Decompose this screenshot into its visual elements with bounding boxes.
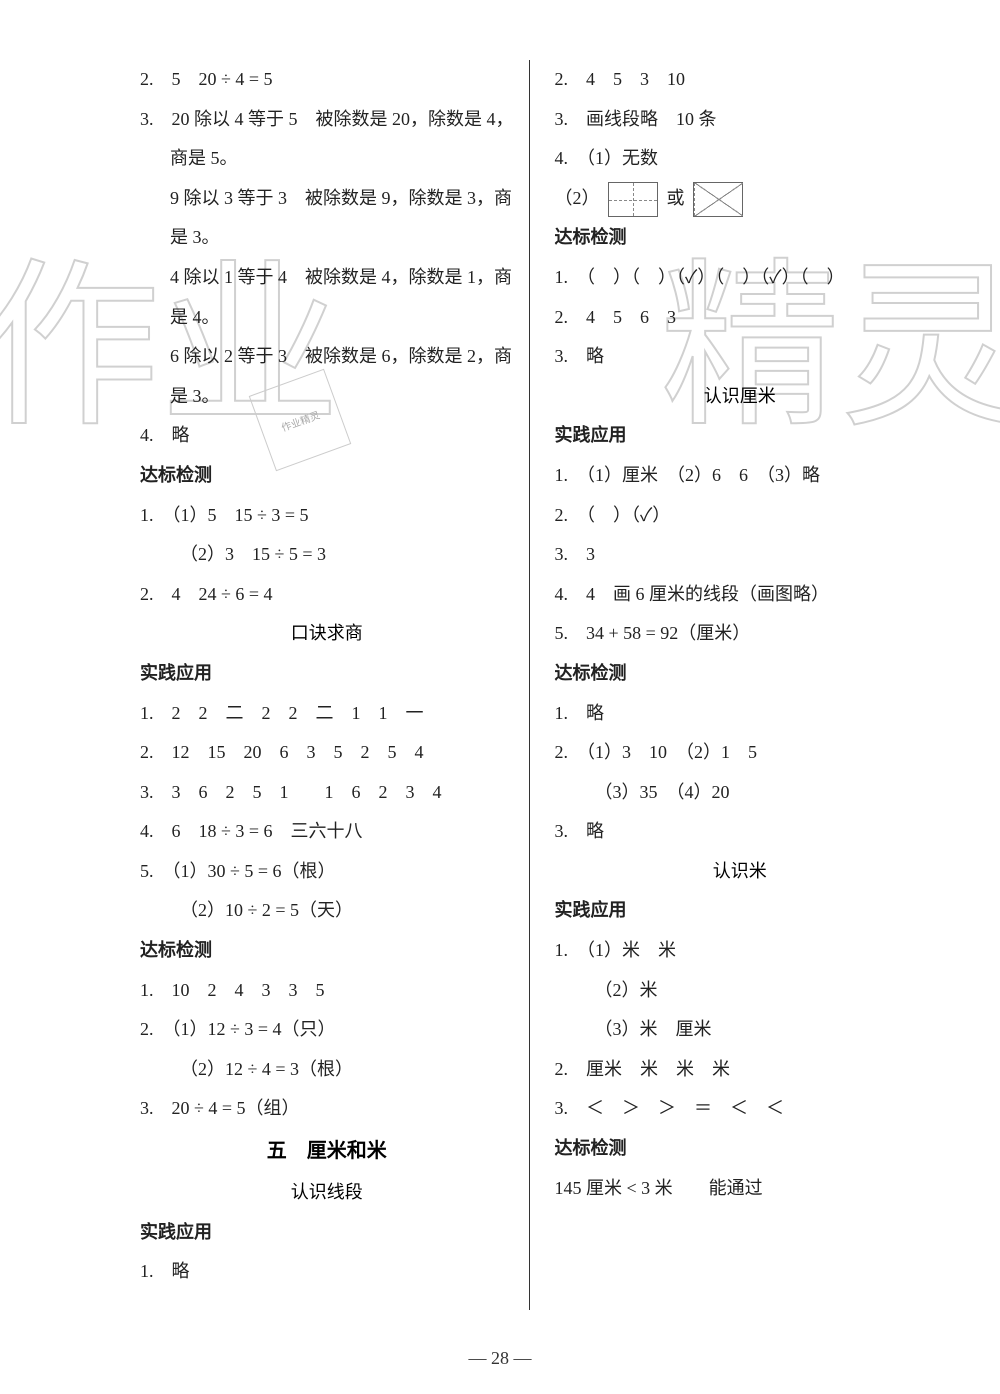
section-header: 实践应用 — [140, 654, 514, 694]
text-line: 2. 4 5 6 3 — [555, 298, 926, 338]
text-line: 4 除以 1 等于 4 被除数是 4，除数是 1，商 — [140, 258, 514, 298]
text-line: （3）米 厘米 — [555, 1010, 926, 1050]
text-line: 2. （ ）（✓） — [555, 496, 926, 536]
text-line: 3. 略 — [555, 337, 926, 377]
text-line: （2）10 ÷ 2 = 5（天） — [140, 891, 514, 931]
diagram-box-icon — [693, 182, 743, 217]
text-line: 3. 略 — [555, 812, 926, 852]
text-line: 4. 4 画 6 厘米的线段（画图略） — [555, 575, 926, 615]
text-line: 1. （1）厘米 （2）6 6 （3）略 — [555, 456, 926, 496]
section-header: 实践应用 — [140, 1213, 514, 1253]
section-header: 达标检测 — [140, 456, 514, 496]
text-line: 2. （1）12 ÷ 3 = 4（只） — [140, 1010, 514, 1050]
diagram-box-icon — [608, 182, 658, 217]
text-line: 2. （1）3 10 （2）1 5 — [555, 733, 926, 773]
section-header: 达标检测 — [555, 654, 926, 694]
text-line: 2. 厘米 米 米 米 — [555, 1050, 926, 1090]
text-line: （2）米 — [555, 971, 926, 1011]
text-line: 是 4。 — [140, 298, 514, 338]
left-column: 2. 5 20 ÷ 4 = 5 3. 20 除以 4 等于 5 被除数是 20，… — [60, 60, 530, 1310]
text-line: 4. 略 — [140, 416, 514, 456]
text-line: 3. 3 — [555, 535, 926, 575]
unit-title: 五 厘米和米 — [140, 1129, 514, 1173]
subsection-title: 口诀求商 — [140, 614, 514, 654]
text-line: 1. 略 — [140, 1252, 514, 1292]
text-line: 1. （1）米 米 — [555, 931, 926, 971]
subsection-title: 认识线段 — [140, 1173, 514, 1213]
text-line: 1. 2 2 二 2 2 二 1 1 一 — [140, 694, 514, 734]
section-header: 达标检测 — [555, 218, 926, 258]
page-number: — 28 — — [0, 1348, 1000, 1369]
text-line: 是 3。 — [140, 377, 514, 417]
text-span: 或 — [667, 188, 685, 208]
text-line: 1. （1）5 15 ÷ 3 = 5 — [140, 496, 514, 536]
content-wrapper: 2. 5 20 ÷ 4 = 5 3. 20 除以 4 等于 5 被除数是 20，… — [60, 60, 940, 1310]
text-span: （2） — [555, 188, 600, 208]
section-header: 实践应用 — [555, 416, 926, 456]
text-line: 9 除以 3 等于 3 被除数是 9，除数是 3，商 — [140, 179, 514, 219]
text-line: 2. 12 15 20 6 3 5 2 5 4 — [140, 733, 514, 773]
text-line: 3. 20 ÷ 4 = 5（组） — [140, 1089, 514, 1129]
text-line: 2. 4 24 ÷ 6 = 4 — [140, 575, 514, 615]
right-column: 2. 4 5 3 10 3. 画线段略 10 条 4. （1）无数 （2） 或 … — [530, 60, 941, 1310]
text-line: 5. 34 + 58 = 92（厘米） — [555, 614, 926, 654]
text-line: 3. ＜ ＞ ＞ ＝ ＜ ＜ — [555, 1089, 926, 1129]
text-line: 6 除以 2 等于 3 被除数是 6，除数是 2，商 — [140, 337, 514, 377]
section-header: 达标检测 — [140, 931, 514, 971]
text-line: （2） 或 — [555, 179, 926, 219]
text-line: 4. （1）无数 — [555, 139, 926, 179]
text-line: 1. 略 — [555, 694, 926, 734]
subsection-title: 认识厘米 — [555, 377, 926, 417]
text-line: 4. 6 18 ÷ 3 = 6 三六十八 — [140, 812, 514, 852]
section-header: 实践应用 — [555, 891, 926, 931]
text-line: （3）35 （4）20 — [555, 773, 926, 813]
text-line: 5. （1）30 ÷ 5 = 6（根） — [140, 852, 514, 892]
text-line: 商是 5。 — [140, 139, 514, 179]
text-line: （2）12 ÷ 4 = 3（根） — [140, 1050, 514, 1090]
text-line: 2. 5 20 ÷ 4 = 5 — [140, 60, 514, 100]
subsection-title: 认识米 — [555, 852, 926, 892]
section-header: 达标检测 — [555, 1129, 926, 1169]
text-line: 是 3。 — [140, 218, 514, 258]
text-line: 2. 4 5 3 10 — [555, 60, 926, 100]
text-line: 3. 20 除以 4 等于 5 被除数是 20，除数是 4， — [140, 100, 514, 140]
text-line: 1. 10 2 4 3 3 5 — [140, 971, 514, 1011]
text-line: 145 厘米 < 3 米 能通过 — [555, 1169, 926, 1209]
text-line: （2）3 15 ÷ 5 = 3 — [140, 535, 514, 575]
text-line: 3. 3 6 2 5 1 1 6 2 3 4 — [140, 773, 514, 813]
text-line: 1. （ ）（ ）（✓）（ ）（✓）（ ） — [555, 258, 926, 298]
text-line: 3. 画线段略 10 条 — [555, 100, 926, 140]
